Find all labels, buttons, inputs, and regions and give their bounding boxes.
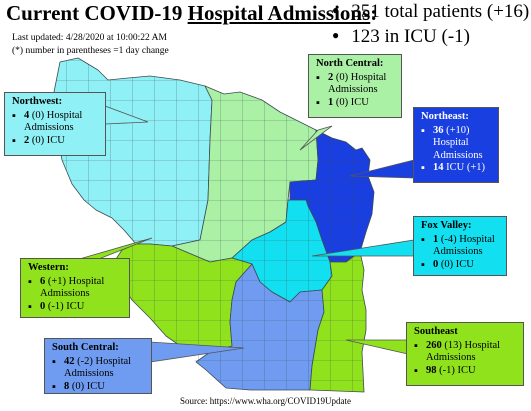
region-name: Northeast:: [421, 111, 469, 122]
icu-change: (-1) ICU: [436, 364, 476, 376]
icu-line: 0 (-1) ICU: [28, 301, 124, 314]
icu-change: ICU (+1): [443, 162, 485, 173]
callout-north-central: North Central: 2 (0) Hospital Admissions…: [308, 54, 402, 118]
icu-line: 1 (0) ICU: [316, 97, 396, 110]
icu-count: 1: [328, 96, 334, 108]
icu-count: 14: [433, 162, 444, 173]
summary-total-patients: 351 total patients (+16): [332, 0, 529, 25]
hospital-count: 4: [24, 109, 30, 121]
icu-line: 14 ICU (+1): [421, 162, 493, 175]
region-name: Northwest:: [12, 96, 63, 107]
hospital-line: 260 (13) Hospital Admissions: [414, 340, 518, 365]
icu-line: 2 (0) ICU: [12, 135, 100, 148]
icu-count: 2: [24, 134, 30, 146]
icu-count: 98: [426, 364, 437, 376]
statewide-summary: 351 total patients (+16) 123 in ICU (-1): [332, 0, 529, 50]
hospital-count: 1: [433, 233, 439, 245]
hospital-change: (-2) Hospital Admissions: [64, 355, 132, 380]
callout-south-central: South Central: 42 (-2) Hospital Admissio…: [44, 338, 152, 394]
hospital-count: 260: [426, 339, 442, 351]
hospital-count: 42: [64, 355, 75, 367]
hospital-change: (+1) Hospital Admissions: [40, 275, 105, 300]
callout-fox-valley: Fox Valley: 1 (-4) Hospital Admissions 0…: [413, 216, 507, 276]
region-name: South Central:: [52, 342, 119, 353]
callout-western: Western: 6 (+1) Hospital Admissions 0 (-…: [20, 258, 130, 318]
callout-southeast: Southeast 260 (13) Hospital Admissions 9…: [406, 322, 524, 386]
parentheses-note: (*) number in parentheses =1 day change: [12, 46, 169, 56]
hospital-change: (0) Hospital Admissions: [24, 109, 83, 134]
hospital-count: 2: [328, 71, 334, 83]
hospital-count: 36: [433, 124, 444, 136]
hospital-line: 2 (0) Hospital Admissions: [316, 72, 396, 97]
callout-northwest: Northwest: 4 (0) Hospital Admissions 2 (…: [4, 92, 106, 156]
icu-change: (0) ICU: [333, 96, 369, 108]
callout-northeast: Northeast: 36 (+10) Hospital Admissions …: [413, 107, 499, 183]
last-updated: Last updated: 4/28/2020 at 10:00:22 AM: [12, 33, 167, 43]
hospital-line: 42 (-2) Hospital Admissions: [52, 356, 146, 381]
update-info: Last updated: 4/28/2020 at 10:00:22 AM (…: [12, 32, 169, 58]
summary-icu: 123 in ICU (-1): [332, 25, 529, 50]
icu-count: 0: [40, 300, 46, 312]
hospital-line: 6 (+1) Hospital Admissions: [28, 276, 124, 301]
icu-line: 0 (0) ICU: [421, 259, 501, 272]
icu-count: 8: [64, 380, 70, 392]
source-credit: Source: https://www.wha.org/COVID19Updat…: [180, 396, 351, 406]
hospital-line: 1 (-4) Hospital Admissions: [421, 234, 501, 259]
hospital-line: 36 (+10) Hospital Admissions: [421, 125, 493, 163]
hospital-change: (+10) Hospital Admissions: [433, 124, 483, 161]
hospital-change: (13) Hospital Admissions: [426, 339, 501, 364]
hospital-count: 6: [40, 275, 46, 287]
pointer-north-central: [299, 125, 333, 151]
icu-change: (0) ICU: [438, 258, 474, 270]
region-name: Western:: [28, 262, 69, 273]
region-name: Fox Valley:: [421, 220, 472, 231]
hospital-change: (-4) Hospital Admissions: [433, 233, 495, 258]
icu-count: 0: [433, 258, 439, 270]
title-prefix: Current COVID-19: [6, 1, 188, 25]
icu-change: (0) ICU: [69, 380, 105, 392]
hospital-change: (0) Hospital Admissions: [328, 71, 387, 96]
region-name: Southeast: [414, 326, 458, 337]
page-title: Current COVID-19 Hospital Admissions:: [6, 1, 377, 26]
region-name: North Central:: [316, 58, 384, 69]
icu-line: 8 (0) ICU: [52, 381, 146, 394]
icu-change: (-1) ICU: [45, 300, 85, 312]
hospital-line: 4 (0) Hospital Admissions: [12, 110, 100, 135]
icu-change: (0) ICU: [29, 134, 65, 146]
icu-line: 98 (-1) ICU: [414, 365, 518, 378]
